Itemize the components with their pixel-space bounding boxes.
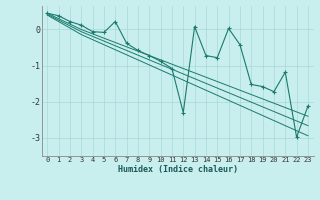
X-axis label: Humidex (Indice chaleur): Humidex (Indice chaleur): [118, 165, 237, 174]
